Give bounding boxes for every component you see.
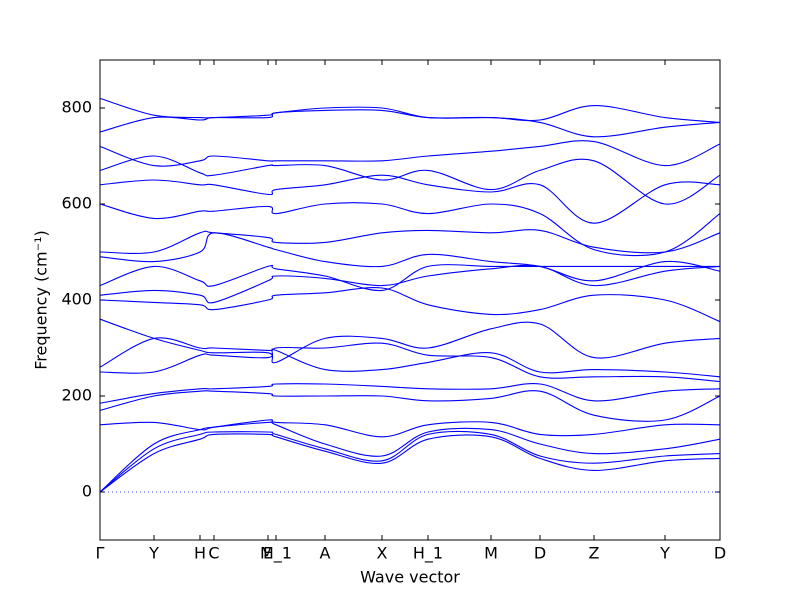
band-line (99, 155, 721, 205)
band-line (99, 264, 721, 304)
y-tick-label: 400 (61, 290, 92, 309)
band-line (99, 337, 721, 378)
x-tick-label: M_1 (260, 544, 292, 564)
x-tick-label: D (534, 544, 546, 563)
band-line (99, 140, 721, 167)
x-tick-label: H_1 (413, 544, 443, 564)
x-tick-label: H (194, 544, 206, 563)
band-line (99, 202, 721, 257)
x-tick-label: Y (148, 544, 159, 563)
band-line (99, 97, 721, 123)
y-tick-label: 0 (82, 482, 92, 501)
x-tick-label: A (320, 544, 331, 563)
band-line (99, 287, 721, 323)
band-line (99, 383, 721, 404)
band-line (99, 109, 721, 138)
band-line (99, 433, 721, 493)
band-line (99, 430, 721, 493)
x-axis-label: Wave vector (360, 568, 460, 587)
band-line (99, 232, 721, 282)
x-tick-label: D (714, 544, 726, 563)
band-line (99, 229, 721, 254)
band-line (99, 264, 720, 291)
band-line (99, 342, 721, 383)
y-tick-label: 600 (61, 194, 92, 213)
band-line (99, 390, 721, 422)
x-tick-label: X (377, 544, 388, 563)
band-line (99, 419, 721, 438)
band-line (99, 318, 721, 364)
y-tick-label: 800 (61, 98, 92, 117)
x-tick-label: Z (589, 544, 600, 563)
plot-frame (99, 59, 721, 541)
x-tick-label: C (208, 544, 219, 563)
y-axis-label: Frequency (cm⁻¹) (32, 230, 51, 369)
y-tick-label: 200 (61, 386, 92, 405)
x-tick-label: Γ (96, 544, 105, 563)
x-tick-label: E (263, 544, 273, 563)
x-tick-label: Y (659, 544, 670, 563)
x-tick-label: M (484, 544, 498, 563)
